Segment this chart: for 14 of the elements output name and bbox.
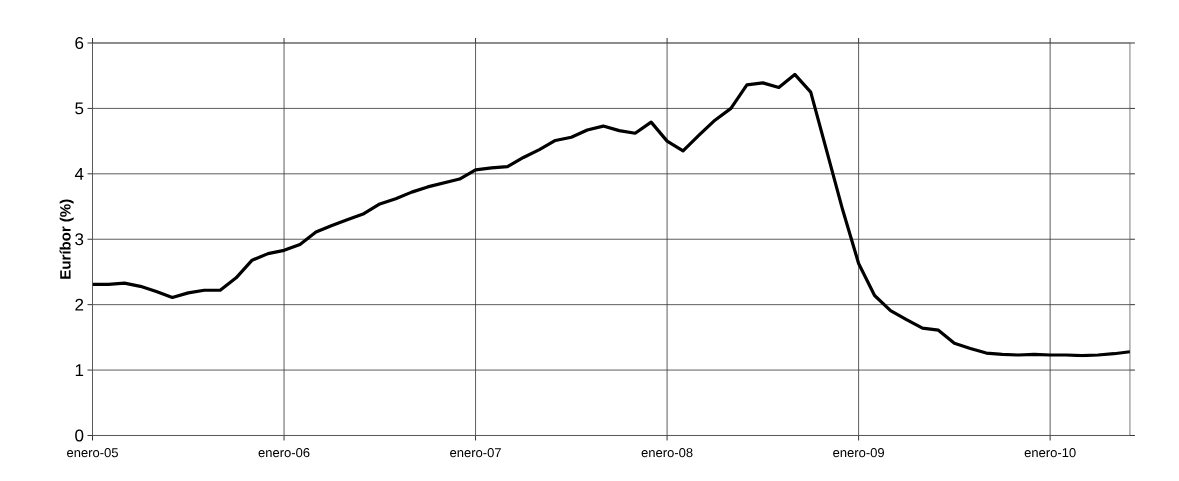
y-tick-label: 3 — [75, 233, 84, 246]
y-tick-label: 6 — [75, 36, 84, 50]
y-tick-label: 0 — [75, 429, 84, 442]
x-tick-label: enero-07 — [450, 448, 501, 458]
y-tick-label: 5 — [75, 102, 84, 115]
y-tick-label: 1 — [75, 364, 84, 376]
y-tick-label: 2 — [75, 298, 84, 311]
y-axis-title: Euríbor (%) — [59, 199, 74, 279]
x-tick-label: enero-09 — [833, 448, 885, 458]
x-tick-label: enero-10 — [1024, 448, 1076, 458]
x-tick-label: enero-06 — [258, 448, 310, 458]
y-tick-label: 4 — [74, 167, 84, 180]
x-tick-label: enero-05 — [67, 448, 118, 458]
x-tick-label: enero-08 — [641, 448, 693, 458]
